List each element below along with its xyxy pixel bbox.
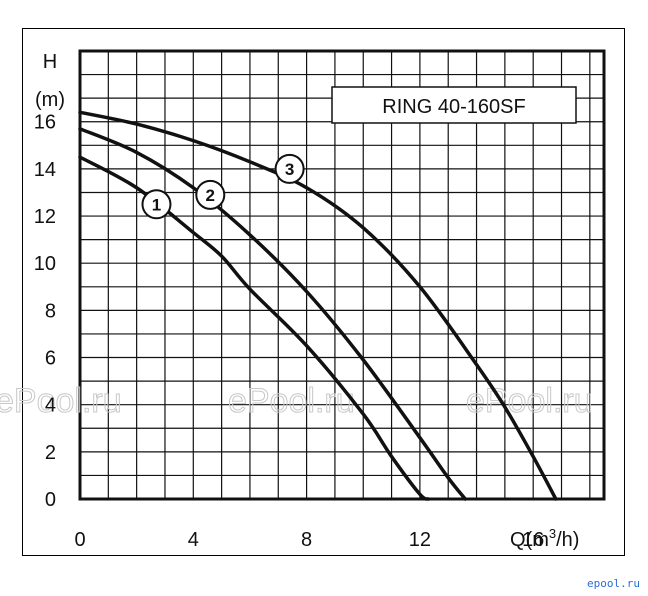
chart-frame xyxy=(22,28,625,556)
series-line-1 xyxy=(78,155,431,501)
x-tick-label: 12 xyxy=(409,529,431,551)
y-tick-label: 10 xyxy=(34,253,56,275)
watermarks: ePool.ru ePool.ru ePool.ru xyxy=(0,382,593,421)
series-badge-3 xyxy=(274,153,305,184)
y-tick-label: 8 xyxy=(45,300,56,322)
watermark: ePool.ru xyxy=(228,382,355,420)
site-logo: epool.ru xyxy=(587,577,640,590)
x-axis-label-main: Q(m xyxy=(510,529,549,551)
x-tick-label: 0 xyxy=(74,529,85,551)
watermark: ePool.ru xyxy=(0,382,122,420)
plot-border xyxy=(78,49,606,501)
x-axis-label-tail: /h) xyxy=(556,529,579,551)
y-axis-label-symbol: H xyxy=(43,51,57,73)
series-badge-2 xyxy=(195,179,226,210)
y-tick-label: 16 xyxy=(34,112,56,134)
x-tick-label: 4 xyxy=(188,529,199,551)
y-tick-label: 14 xyxy=(34,159,56,181)
series-badge-label: 3 xyxy=(285,160,294,179)
series-line-2 xyxy=(78,127,467,501)
chart-title: RING 40-160SF xyxy=(331,86,577,124)
grid xyxy=(78,49,606,501)
series-labels: 1 2 3 xyxy=(141,153,305,220)
y-tick-label: 4 xyxy=(45,395,56,417)
y-tick-label: 6 xyxy=(45,348,56,370)
x-axis-label-sup: 3 xyxy=(549,526,556,541)
series-line-3 xyxy=(78,110,558,501)
x-tick-label: 8 xyxy=(301,529,312,551)
x-axis-label: Q(m3/h) xyxy=(510,526,579,551)
y-tick-label: 0 xyxy=(45,489,56,511)
y-axis-label-unit: (m) xyxy=(35,89,65,111)
series-badge-label: 1 xyxy=(152,195,161,214)
chart-title-text: RING 40-160SF xyxy=(382,96,525,118)
y-tick-label: 12 xyxy=(34,206,56,228)
series-badge-label: 2 xyxy=(206,186,215,205)
series-badge-1 xyxy=(141,189,172,220)
title-box xyxy=(331,86,577,124)
watermark: ePool.ru xyxy=(466,382,593,420)
y-tick-label: 2 xyxy=(45,442,56,464)
series-curves xyxy=(78,110,558,501)
x-tick-label: 16 xyxy=(522,529,544,551)
